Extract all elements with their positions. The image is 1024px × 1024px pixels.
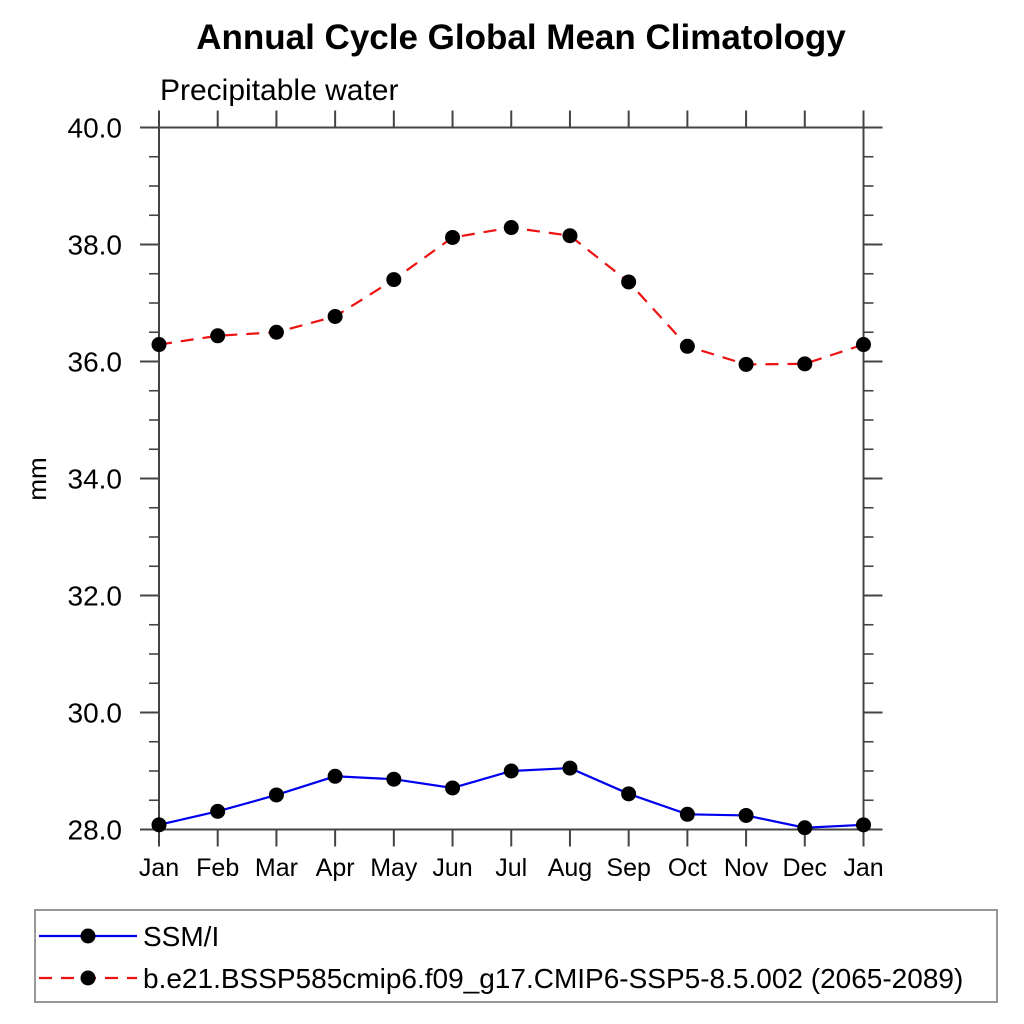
chart-title: Annual Cycle Global Mean Climatology xyxy=(196,18,846,57)
series-ssmi-point-sep-8 xyxy=(621,786,637,802)
y-axis-tick-label: 32.0 xyxy=(68,581,123,612)
series-model-point-mar-2 xyxy=(268,324,284,340)
x-axis-tick-label: Nov xyxy=(724,854,769,882)
series-ssmi-point-mar-2 xyxy=(268,787,284,803)
series-ssmi-point-apr-3 xyxy=(327,768,343,784)
series-model-point-jan-12 xyxy=(856,337,871,353)
series-ssmi-point-may-4 xyxy=(386,771,402,787)
y-axis-tick-label: 28.0 xyxy=(68,815,123,846)
series-ssmi-point-nov-10 xyxy=(738,807,754,823)
x-axis-tick-label: Mar xyxy=(255,854,298,882)
x-axis-tick-label: Jan xyxy=(139,854,179,882)
chart-subtitle: Precipitable water xyxy=(160,74,398,107)
legend-label-model: b.e21.BSSP585cmip6.f09_g17.CMIP6-SSP5-8.… xyxy=(143,963,963,994)
series-ssmi-point-jan-12 xyxy=(856,817,871,833)
x-axis-tick-label: May xyxy=(370,854,418,882)
series-model-point-feb-1 xyxy=(210,328,226,344)
series-model-point-dec-11 xyxy=(797,356,813,372)
x-axis-tick-label: Jun xyxy=(432,854,472,882)
legend-marker-icon xyxy=(80,970,96,986)
legend: SSM/I b.e21.BSSP585cmip6.f09_g17.CMIP6-S… xyxy=(34,909,998,1003)
y-axis-label: mm xyxy=(22,457,52,500)
series-model-point-jul-6 xyxy=(503,220,519,236)
x-axis-tick-label: Dec xyxy=(783,854,827,882)
y-axis-tick-label: 38.0 xyxy=(68,230,123,261)
series-ssmi-point-oct-9 xyxy=(679,806,695,822)
series-ssmi-point-aug-7 xyxy=(562,760,578,776)
x-axis-tick-label: Sep xyxy=(606,854,650,882)
y-axis-tick-label: 40.0 xyxy=(68,113,123,144)
legend-marker-icon xyxy=(80,928,96,944)
x-axis-tick-label: Apr xyxy=(316,854,355,882)
x-axis-tick-label: Jul xyxy=(495,854,527,882)
series-model-point-nov-10 xyxy=(738,356,754,372)
series-model-point-may-4 xyxy=(386,272,402,288)
series-model-point-sep-8 xyxy=(621,274,637,290)
series-ssmi-point-dec-11 xyxy=(797,820,813,836)
series-model-point-apr-3 xyxy=(327,308,343,324)
y-axis-tick-label: 36.0 xyxy=(68,347,123,378)
series-model-point-oct-9 xyxy=(679,338,695,354)
series-ssmi-point-jul-6 xyxy=(503,763,519,779)
x-axis-tick-label: Jan xyxy=(843,854,883,882)
series-model-line xyxy=(158,226,864,366)
legend-label-ssmi: SSM/I xyxy=(143,921,219,952)
series-ssmi-point-jun-5 xyxy=(445,780,461,796)
series-model-point-jan-0 xyxy=(151,337,167,353)
legend-box xyxy=(34,909,998,1003)
y-axis-tick-label: 30.0 xyxy=(68,698,123,729)
x-axis-tick-label: Oct xyxy=(668,854,707,882)
series-ssmi-point-feb-1 xyxy=(210,803,226,819)
series-ssmi-point-jan-0 xyxy=(151,817,167,833)
series-model-point-jun-5 xyxy=(445,229,461,245)
plot-area: Jan Feb Mar Apr May Jun Jul Aug Sep Oct Nov Dec Jan 2… xyxy=(68,110,884,882)
x-axis-tick-label: Feb xyxy=(196,854,239,882)
series-model-point-aug-7 xyxy=(562,228,578,244)
x-axis-tick-label: Aug xyxy=(548,854,592,882)
y-axis-tick-label: 34.0 xyxy=(68,464,123,495)
